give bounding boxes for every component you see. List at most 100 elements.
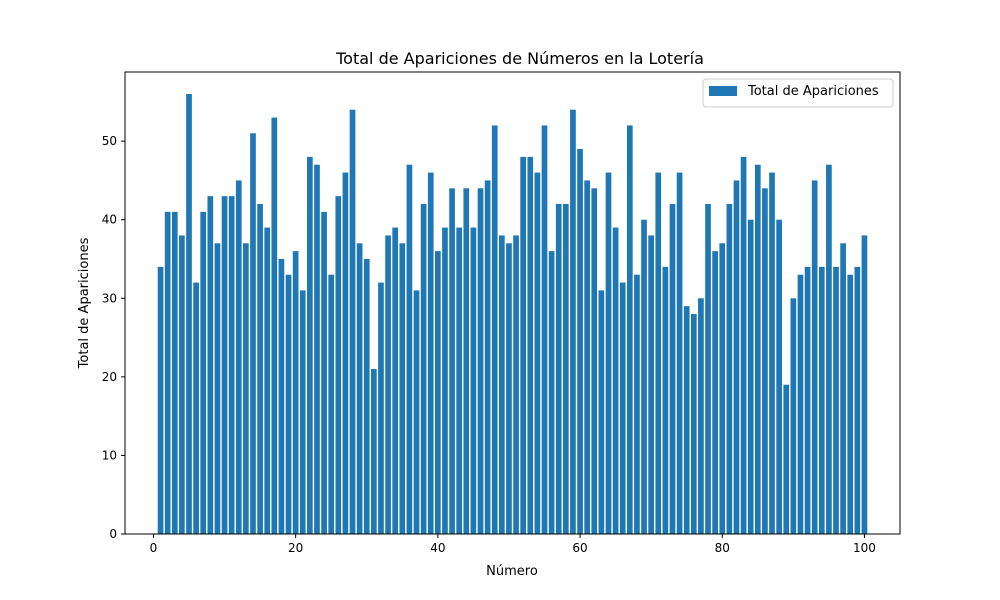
bar-1 [157, 266, 164, 534]
x-axis-label: Número [486, 564, 538, 579]
bar-55 [541, 125, 548, 534]
bar-100 [861, 235, 868, 534]
bar-72 [662, 266, 669, 534]
bar-68 [634, 274, 640, 534]
bar-21 [299, 290, 306, 534]
bar-91 [797, 274, 804, 534]
bar-13 [243, 243, 249, 535]
bar-49 [498, 235, 505, 534]
y-tick-label-50: 50 [102, 134, 117, 148]
bar-15 [257, 204, 263, 534]
bar-78 [705, 204, 711, 534]
bar-23 [314, 164, 320, 534]
bar-61 [584, 180, 590, 534]
bar-53 [527, 156, 534, 534]
bar-40 [435, 251, 441, 534]
bar-98 [847, 274, 854, 534]
bar-69 [641, 219, 647, 534]
bar-3 [171, 211, 178, 534]
y-axis-label: Total de Apariciones [77, 237, 92, 369]
bar-86 [762, 188, 768, 535]
bar-41 [442, 227, 448, 535]
bar-65 [612, 227, 619, 535]
bar-30 [363, 259, 370, 534]
bar-27 [342, 172, 349, 535]
bar-67 [626, 125, 633, 534]
bar-85 [754, 164, 761, 534]
bar-51 [513, 235, 519, 534]
bar-62 [591, 188, 598, 535]
bar-44 [463, 188, 470, 535]
y-axis-ticks: 0 10 20 30 40 50 [102, 134, 125, 541]
bar-17 [271, 117, 278, 535]
x-tick-label-20: 20 [288, 541, 303, 555]
y-tick-label-30: 30 [102, 291, 117, 305]
bar-28 [349, 109, 356, 534]
bar-74 [676, 172, 683, 535]
bar-11 [228, 196, 235, 534]
bar-16 [264, 227, 271, 535]
bar-82 [733, 180, 740, 534]
x-tick-label-40: 40 [430, 541, 445, 555]
bar-93 [811, 180, 818, 534]
bar-43 [456, 227, 463, 535]
bar-52 [520, 156, 527, 534]
bar-47 [484, 180, 491, 534]
bar-57 [555, 204, 562, 534]
legend-box [702, 78, 894, 108]
bars-group [157, 94, 868, 535]
bar-87 [769, 172, 775, 535]
bar-71 [655, 172, 662, 535]
bar-80 [719, 243, 726, 535]
bar-8 [207, 196, 214, 534]
bar-6 [193, 282, 199, 534]
bar-36 [406, 164, 413, 534]
bar-22 [307, 156, 313, 534]
bar-60 [577, 149, 583, 534]
bar-95 [826, 164, 832, 534]
x-tick-label-80: 80 [715, 541, 730, 555]
bar-45 [470, 227, 477, 535]
bar-26 [335, 196, 342, 534]
chart-title: Total de Apariciones de Números en la Lo… [335, 49, 704, 68]
y-tick-label-40: 40 [102, 213, 117, 227]
bar-97 [840, 243, 846, 535]
bar-42 [449, 188, 455, 535]
bar-18 [278, 259, 285, 534]
bar-73 [669, 204, 676, 534]
y-tick-label-10: 10 [102, 448, 117, 462]
bar-90 [790, 298, 797, 534]
bar-34 [392, 227, 399, 535]
bar-31 [371, 369, 377, 534]
bar-81 [726, 204, 733, 534]
y-tick-label-0: 0 [109, 527, 117, 541]
bar-38 [420, 204, 427, 534]
bar-14 [250, 133, 256, 535]
bar-4 [179, 235, 185, 534]
bar-77 [698, 298, 704, 534]
bar-32 [378, 282, 384, 534]
x-tick-label-60: 60 [572, 541, 587, 555]
bar-33 [385, 235, 391, 534]
bar-99 [854, 266, 861, 534]
bar-10 [221, 196, 228, 534]
bar-24 [321, 211, 327, 534]
bar-59 [570, 109, 576, 534]
bar-7 [200, 211, 207, 534]
legend-swatch [709, 86, 737, 96]
bar-75 [683, 306, 690, 534]
bar-94 [818, 266, 825, 534]
bar-96 [833, 266, 839, 534]
bar-25 [328, 274, 335, 534]
bar-2 [164, 211, 171, 534]
bar-29 [356, 243, 363, 535]
x-tick-label-100: 100 [853, 541, 876, 555]
bar-58 [562, 204, 569, 534]
bar-39 [427, 172, 434, 535]
bar-79 [712, 251, 718, 534]
bar-9 [214, 243, 221, 535]
bar-89 [783, 384, 790, 534]
bar-66 [619, 282, 626, 534]
plot-frame [124, 71, 901, 535]
